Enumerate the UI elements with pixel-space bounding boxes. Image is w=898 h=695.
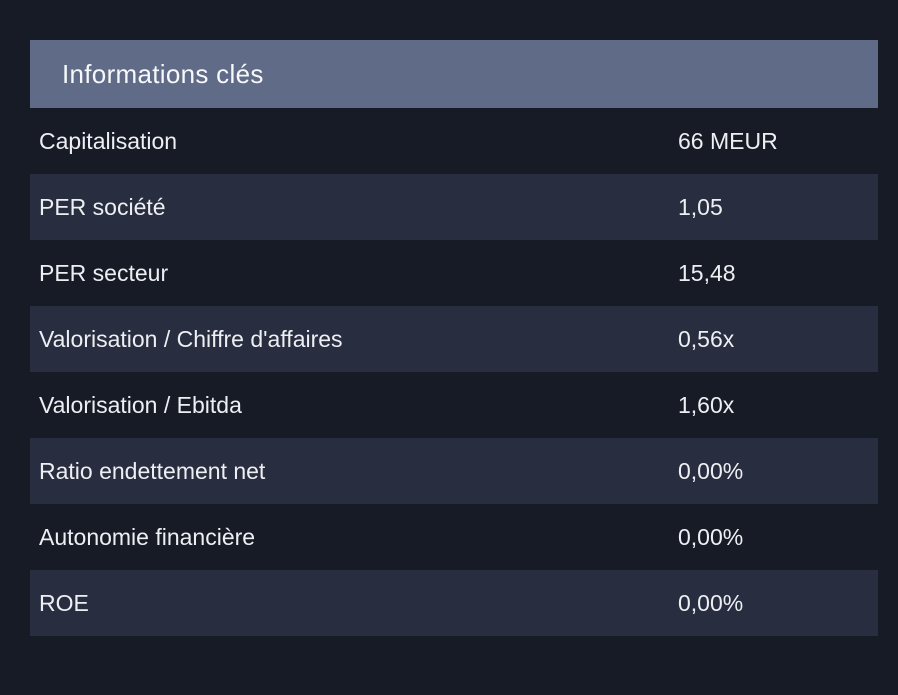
row-label: Valorisation / Ebitda: [39, 391, 242, 418]
table-row-per-secteur: PER secteur 15,48: [30, 240, 878, 306]
row-value: 0,00%: [678, 457, 744, 484]
row-label: PER secteur: [39, 259, 169, 286]
panel-header: Informations clés: [30, 40, 878, 108]
key-information-table: Capitalisation 66 MEUR PER société 1,05 …: [30, 108, 878, 636]
row-value: 66 MEUR: [678, 127, 778, 154]
row-value: 0,56x: [678, 325, 735, 352]
table-row-autonomie-financiere: Autonomie financière 0,00%: [30, 504, 878, 570]
row-value: 1,05: [678, 193, 723, 220]
row-value: 0,00%: [678, 589, 744, 616]
table-row-ratio-endettement: Ratio endettement net 0,00%: [30, 438, 878, 504]
row-label: Ratio endettement net: [39, 457, 266, 484]
row-label: PER société: [39, 193, 166, 220]
row-value: 15,48: [678, 259, 736, 286]
row-label: Autonomie financière: [39, 523, 256, 550]
table-row-valorisation-ca: Valorisation / Chiffre d'affaires 0,56x: [30, 306, 878, 372]
row-value: 1,60x: [678, 391, 735, 418]
row-label: Valorisation / Chiffre d'affaires: [39, 325, 343, 352]
row-label: Capitalisation: [39, 127, 178, 154]
table-row-roe: ROE 0,00%: [30, 570, 878, 636]
panel-title: Informations clés: [62, 58, 264, 89]
key-information-panel: Informations clés Capitalisation 66 MEUR…: [30, 40, 878, 636]
row-value: 0,00%: [678, 523, 744, 550]
table-row-capitalisation: Capitalisation 66 MEUR: [30, 108, 878, 174]
table-row-per-societe: PER société 1,05: [30, 174, 878, 240]
table-row-valorisation-ebitda: Valorisation / Ebitda 1,60x: [30, 372, 878, 438]
row-label: ROE: [39, 589, 89, 616]
